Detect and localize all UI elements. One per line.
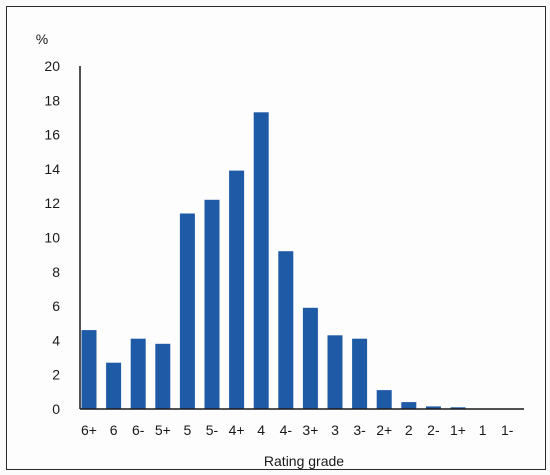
y-tick-label: 10 (44, 230, 60, 246)
bar (450, 407, 466, 409)
x-tick-label: 4 (257, 422, 265, 438)
y-tick-label: 2 (52, 367, 60, 383)
bar (204, 199, 220, 409)
x-tick-label: 3 (331, 422, 339, 438)
x-tick-label: 2- (427, 422, 440, 438)
bar (229, 170, 245, 409)
x-tick-label: 3+ (302, 422, 318, 438)
bar (155, 343, 171, 409)
bar (106, 362, 122, 409)
bar (253, 112, 269, 410)
x-tick-label: 4+ (229, 422, 245, 438)
x-tick-label: 1+ (450, 422, 466, 438)
y-tick-label: 8 (52, 264, 60, 280)
x-tick-label: 4- (280, 422, 293, 438)
y-tick-label: 12 (44, 195, 60, 211)
bar (352, 338, 368, 409)
y-tick-label: 0 (52, 401, 60, 417)
x-tick-label: 3- (353, 422, 366, 438)
x-tick-label: 6- (132, 422, 145, 438)
x-axis-title: Rating grade (264, 453, 344, 469)
bar (278, 251, 294, 409)
y-tick-label: 14 (44, 161, 60, 177)
x-tick-label: 5- (206, 422, 219, 438)
bar (401, 402, 417, 409)
y-axis-unit-label: % (36, 31, 48, 47)
y-tick-label: 16 (44, 127, 60, 143)
y-tick-label: 20 (44, 58, 60, 74)
x-tick-label: 6+ (81, 422, 97, 438)
bar (179, 213, 195, 409)
x-tick-label: 5 (184, 422, 192, 438)
y-tick-label: 18 (44, 92, 60, 108)
bar (327, 335, 343, 409)
x-tick-label: 1 (479, 422, 487, 438)
x-axis: 6+ 6 6- 5+ 5 5- 4+ 4 4- 3+ 3 3- 2+ 2 2- 1+ 1 1- (80, 408, 524, 438)
y-tick-label: 6 (52, 298, 60, 314)
bar (81, 330, 97, 409)
bars (81, 112, 466, 410)
x-tick-label: 2+ (376, 422, 392, 438)
bar (425, 406, 441, 409)
x-tick-label: 2 (405, 422, 413, 438)
x-tick-label: 1- (501, 422, 514, 438)
x-tick-label: 6 (110, 422, 118, 438)
bar (302, 307, 318, 409)
y-axis: 0 2 4 6 8 10 12 14 16 18 20 (44, 58, 81, 417)
bar (130, 338, 146, 409)
y-tick-label: 4 (52, 332, 60, 348)
x-tick-label: 5+ (155, 422, 171, 438)
bar (376, 390, 392, 409)
